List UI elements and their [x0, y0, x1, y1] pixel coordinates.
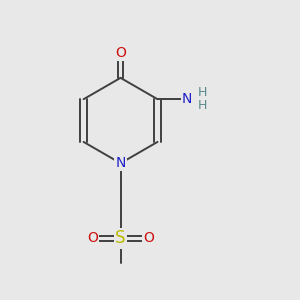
Text: N: N — [116, 156, 126, 170]
Text: O: O — [115, 46, 126, 60]
Text: H: H — [197, 99, 207, 112]
Text: O: O — [143, 231, 154, 245]
Text: H: H — [197, 86, 207, 99]
Text: O: O — [87, 231, 98, 245]
Text: N: N — [182, 92, 192, 106]
Text: S: S — [115, 229, 126, 247]
